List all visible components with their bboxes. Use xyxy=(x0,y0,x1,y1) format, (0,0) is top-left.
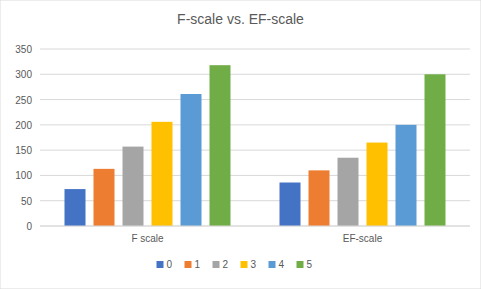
bar xyxy=(65,189,86,226)
bar xyxy=(425,74,446,226)
title: F-scale vs. EF-scale xyxy=(177,11,304,27)
legend-label: 5 xyxy=(307,259,313,270)
legend-label: 1 xyxy=(195,259,201,270)
x-axis xyxy=(40,226,470,227)
grid-line xyxy=(40,226,470,227)
legend-label: 0 xyxy=(167,259,173,270)
bar xyxy=(94,169,115,226)
y-tick-label: 0 xyxy=(26,221,32,232)
legend-swatch xyxy=(185,261,192,268)
bar xyxy=(396,125,417,226)
bar xyxy=(367,143,388,226)
bar xyxy=(181,94,202,226)
y-tick-label: 50 xyxy=(21,196,33,207)
y-tick-label: 250 xyxy=(15,95,32,106)
y-tick-label: 150 xyxy=(15,145,32,156)
bar xyxy=(152,122,173,226)
grid-line xyxy=(40,49,470,50)
legend-swatch xyxy=(241,261,248,268)
y-tick-label: 350 xyxy=(15,44,32,55)
bar xyxy=(210,65,231,226)
legend-swatch xyxy=(269,261,276,268)
bar xyxy=(123,147,144,226)
bar xyxy=(338,158,359,226)
grid-line xyxy=(40,74,470,75)
background xyxy=(0,0,481,289)
bars xyxy=(65,65,446,226)
grid-line xyxy=(40,99,470,100)
legend-swatch xyxy=(213,261,220,268)
chart: F-scale vs. EF-scale05010015020025030035… xyxy=(0,0,481,289)
bar xyxy=(309,170,330,226)
bar xyxy=(280,183,301,226)
legend-label: 4 xyxy=(279,259,285,270)
legend-swatch xyxy=(157,261,164,268)
y-tick-label: 100 xyxy=(15,170,32,181)
y-tick-label: 200 xyxy=(15,120,32,131)
x-tick-label: F scale xyxy=(131,233,164,244)
legend-label: 2 xyxy=(223,259,229,270)
y-tick-label: 300 xyxy=(15,69,32,80)
legend-swatch xyxy=(297,261,304,268)
legend-label: 3 xyxy=(251,259,257,270)
x-tick-label: EF-scale xyxy=(343,233,383,244)
